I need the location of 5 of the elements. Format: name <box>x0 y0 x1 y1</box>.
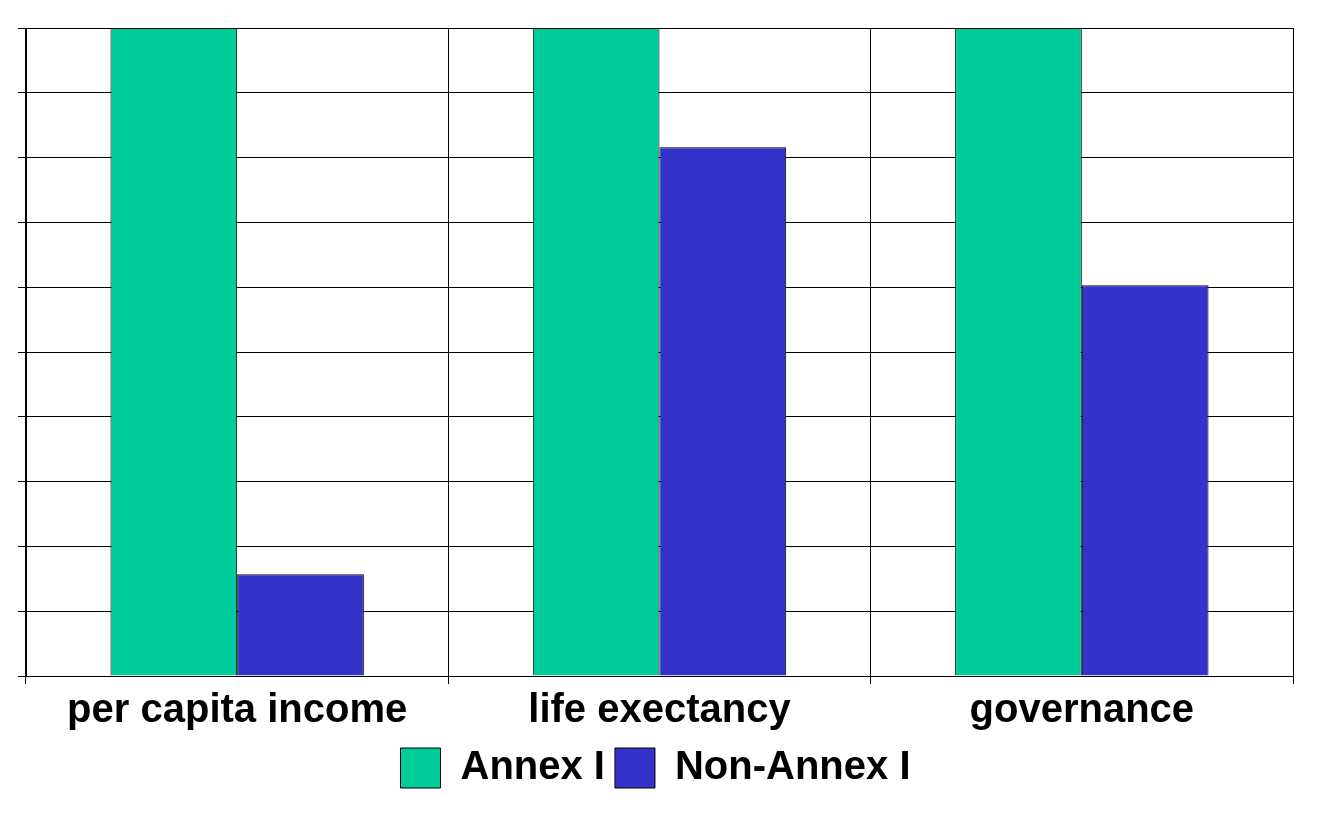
x-tick-label: governance <box>969 686 1195 731</box>
x-tick-label: life exectancy <box>528 686 792 731</box>
x-tick-label: per capita income <box>67 686 408 731</box>
legend-label: Annex I <box>460 743 605 788</box>
legend-label: Non-Annex I <box>674 743 911 788</box>
